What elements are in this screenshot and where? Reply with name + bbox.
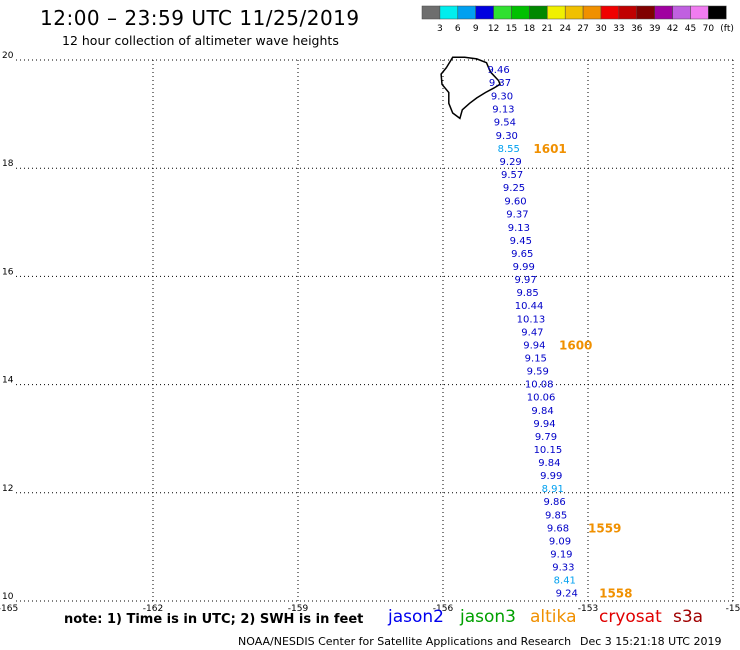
wave-height-point: 10.44 xyxy=(515,301,544,312)
lon-tick-label: -15 xyxy=(726,604,740,614)
lat-tick-label: 12 xyxy=(2,484,13,494)
colorbar-tick-label: 21 xyxy=(542,24,553,34)
colorbar-tick-label: 70 xyxy=(703,24,715,34)
wave-height-point: 9.86 xyxy=(544,497,566,508)
satellite-legend-jason2: jason2 xyxy=(388,607,444,627)
time-label: 1600 xyxy=(559,339,592,353)
wave-height-point: 9.85 xyxy=(516,288,538,299)
wave-height-point: 9.13 xyxy=(508,223,530,234)
wave-height-point: 9.37 xyxy=(489,78,511,89)
wave-height-point: 9.37 xyxy=(506,210,528,221)
wave-height-point: 10.06 xyxy=(527,393,556,404)
wave-height-point: 9.94 xyxy=(533,419,555,430)
colorbar-tick-label: 45 xyxy=(685,24,696,34)
colorbar-unit-label: (ft) xyxy=(720,24,734,34)
wave-height-point: 9.25 xyxy=(503,183,525,194)
wave-height-point: 8.91 xyxy=(542,484,564,495)
colorbar-tick-label: 15 xyxy=(506,24,517,34)
colorbar-tick-label: 12 xyxy=(488,24,499,34)
satellite-legend-cryosat: cryosat xyxy=(599,607,662,627)
wave-height-point: 9.84 xyxy=(538,458,560,469)
wave-height-point: 9.68 xyxy=(547,523,569,534)
lon-tick-label: -162 xyxy=(143,604,163,614)
wave-height-point: 10.08 xyxy=(525,380,554,391)
wave-height-point: 10.13 xyxy=(517,315,546,326)
wave-height-point: 9.19 xyxy=(550,549,572,560)
lat-tick-label: 20 xyxy=(2,51,14,61)
lon-tick-label: -165 xyxy=(0,604,18,614)
wave-height-point: 9.99 xyxy=(513,262,535,273)
colorbar-tick-label: 27 xyxy=(577,24,588,34)
wave-height-point: 9.30 xyxy=(496,131,518,142)
footer-credit: NOAA/NESDIS Center for Satellite Applica… xyxy=(238,635,572,648)
satellite-legend-s3a: s3a xyxy=(673,607,704,627)
wave-height-point: 9.46 xyxy=(487,65,509,76)
wave-height-point: 9.47 xyxy=(521,328,543,339)
wave-height-point: 10.15 xyxy=(534,445,563,456)
wave-height-point: 9.13 xyxy=(492,105,514,116)
colorbar-tick-label: 3 xyxy=(437,24,443,34)
colorbar-tick-label: 24 xyxy=(559,24,571,34)
wave-height-point: 9.85 xyxy=(545,510,567,521)
colorbar-tick-label: 6 xyxy=(455,24,461,34)
colorbar-tick-label: 30 xyxy=(595,24,607,34)
wave-height-point: 9.24 xyxy=(556,588,578,599)
lat-tick-label: 18 xyxy=(2,159,14,169)
colorbar-tick-label: 18 xyxy=(524,24,536,34)
colorbar-swatch xyxy=(708,5,727,20)
lat-tick-label: 16 xyxy=(2,267,14,277)
wave-height-point: 9.84 xyxy=(531,406,553,417)
page-title: 12:00 – 23:59 UTC 11/25/2019 xyxy=(40,6,360,30)
wave-height-point: 9.29 xyxy=(500,157,522,168)
colorbar-tick-label: 33 xyxy=(613,24,624,34)
time-label: 1558 xyxy=(599,586,632,600)
colorbar-tick-label: 42 xyxy=(667,24,678,34)
lat-tick-label: 14 xyxy=(2,376,14,386)
wave-height-point: 9.57 xyxy=(501,170,523,181)
wave-height-point: 9.79 xyxy=(535,432,557,443)
wave-height-point: 9.59 xyxy=(527,367,549,378)
wave-height-point: 9.30 xyxy=(491,92,513,103)
wave-height-point: 8.41 xyxy=(554,575,576,586)
wave-height-point: 9.33 xyxy=(552,562,574,573)
page-subtitle: 12 hour collection of altimeter wave hei… xyxy=(62,33,339,48)
lon-tick-label: -153 xyxy=(578,604,598,614)
satellite-legend-jason3: jason3 xyxy=(460,607,516,627)
time-label: 1559 xyxy=(588,521,621,535)
wave-height-point: 9.15 xyxy=(525,354,547,365)
wave-height-point: 9.45 xyxy=(510,236,532,247)
wave-height-point: 9.09 xyxy=(549,536,571,547)
satellite-legend-altika: altika xyxy=(530,607,577,627)
time-label: 1601 xyxy=(533,142,566,156)
footer-timestamp: Dec 3 15:21:18 UTC 2019 xyxy=(580,635,722,648)
coastline-hawaii-island xyxy=(440,56,501,120)
lon-tick-label: -156 xyxy=(433,604,454,614)
wave-height-point: 9.60 xyxy=(504,197,526,208)
wave-height-colorbar: 3 6 9 12 15 18 21 24 27 30 33 36 39 42 45 70 (ft) xyxy=(421,5,734,34)
lat-tick-label: 10 xyxy=(2,592,14,602)
wave-height-point: 8.55 xyxy=(498,144,520,155)
colorbar-tick-label: 9 xyxy=(473,24,479,34)
wave-height-point: 9.97 xyxy=(515,275,537,286)
wave-height-point: 9.65 xyxy=(511,249,533,260)
colorbar-tick-label: 36 xyxy=(631,24,643,34)
wave-height-point: 9.99 xyxy=(540,471,562,482)
wave-height-point: 9.94 xyxy=(523,341,545,352)
colorbar-tick-label: 39 xyxy=(649,24,661,34)
lon-tick-label: -159 xyxy=(288,604,309,614)
wave-height-point: 9.54 xyxy=(494,118,516,129)
legend-note: note: 1) Time is in UTC; 2) SWH is in fe… xyxy=(64,612,364,627)
